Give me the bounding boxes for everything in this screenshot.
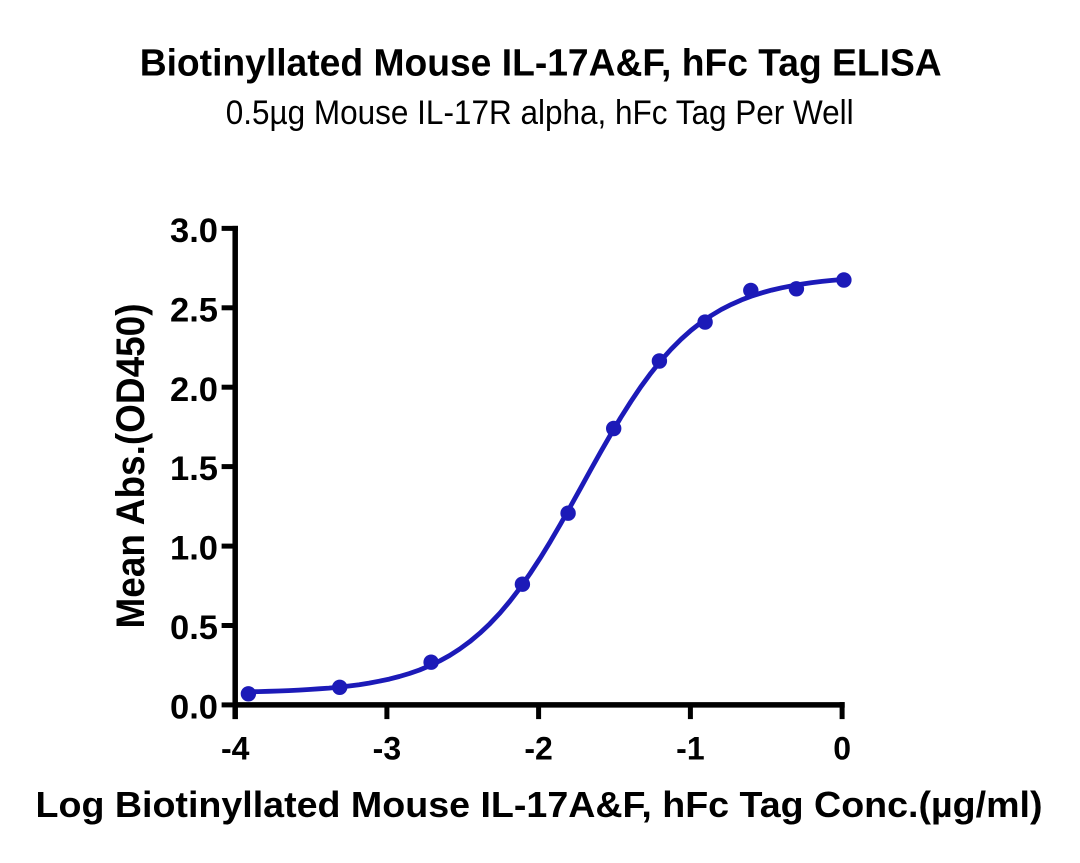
svg-text:Mean Abs.(OD450): Mean Abs.(OD450) [109,304,153,629]
svg-text:-2: -2 [524,731,552,767]
svg-text:0.5µg Mouse IL-17R alpha, hFc: 0.5µg Mouse IL-17R alpha, hFc Tag Per We… [226,94,854,132]
svg-text:1.5: 1.5 [170,450,218,488]
svg-text:Log Biotinyllated Mouse IL-17A: Log Biotinyllated Mouse IL-17A&F, hFc Ta… [36,784,1043,825]
svg-text:3.0: 3.0 [170,212,218,250]
svg-text:Biotinyllated Mouse IL-17A&F,: Biotinyllated Mouse IL-17A&F, hFc Tag EL… [140,43,942,85]
svg-text:0.5: 0.5 [170,609,218,647]
svg-text:2.5: 2.5 [170,291,218,329]
svg-text:-4: -4 [221,731,250,767]
svg-text:2.0: 2.0 [170,371,218,409]
svg-text:-3: -3 [373,731,401,767]
svg-text:0: 0 [833,731,851,767]
svg-text:1.0: 1.0 [170,530,218,568]
svg-text:-1: -1 [676,731,704,767]
svg-text:0.0: 0.0 [170,689,218,727]
